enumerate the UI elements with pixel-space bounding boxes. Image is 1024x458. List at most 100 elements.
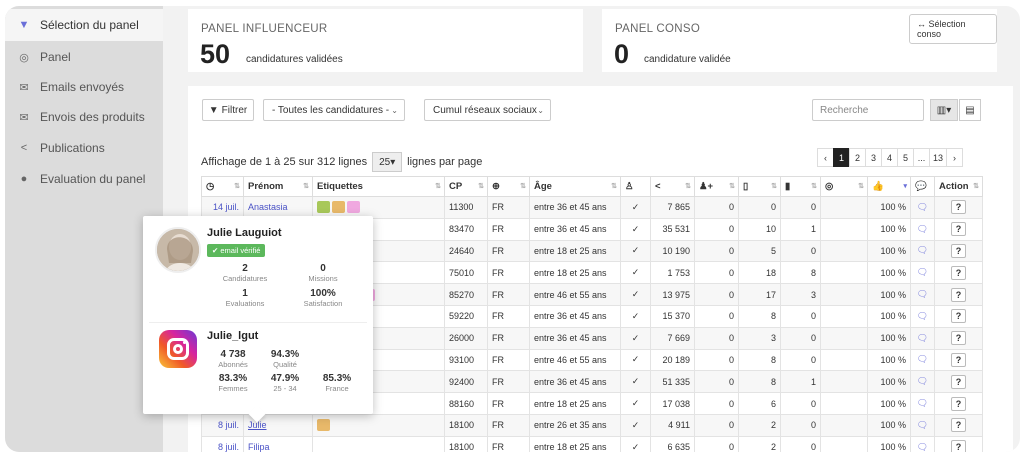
col-user[interactable]: ♙ xyxy=(620,176,651,197)
cell-comments[interactable]: 🗨 xyxy=(910,370,935,394)
cell-comments[interactable]: 🗨 xyxy=(910,261,935,285)
cell-country: FR xyxy=(487,413,530,437)
comments-icon[interactable]: 🗨 xyxy=(916,267,929,278)
page-next[interactable]: › xyxy=(946,148,964,167)
col-reach[interactable]: < ⇅ xyxy=(650,176,695,197)
sidebar-item-envois[interactable]: ✉ Envois des produits xyxy=(5,101,163,133)
col-cp[interactable]: CP ⇅ xyxy=(444,176,488,197)
export-button[interactable]: ▤ xyxy=(959,99,981,121)
prenom-link[interactable]: Julie xyxy=(248,420,267,431)
col-country[interactable]: ⊕ ⇅ xyxy=(487,176,530,197)
col-mask[interactable]: ◎ ⇅ xyxy=(820,176,868,197)
page-1[interactable]: 1 xyxy=(833,148,850,167)
help-button[interactable]: ? xyxy=(951,374,966,389)
page-13[interactable]: 13 xyxy=(929,148,948,167)
columns-button[interactable]: ▥▾ xyxy=(930,99,958,121)
cell-comments[interactable]: 🗨 xyxy=(910,413,935,437)
prenom-link[interactable]: Filipa xyxy=(248,442,270,452)
comments-icon[interactable]: 🗨 xyxy=(916,398,929,409)
cell-saved: 0 xyxy=(780,413,821,437)
cell-saved: 0 xyxy=(780,348,821,372)
col-age[interactable]: Âge ⇅ xyxy=(529,176,621,197)
help-button[interactable]: ? xyxy=(951,331,966,346)
cell-prenom[interactable]: Filipa xyxy=(243,435,313,452)
cell-age: entre 18 et 25 ans xyxy=(529,435,621,452)
help-button[interactable]: ? xyxy=(951,222,966,237)
comments-icon[interactable]: 🗨 xyxy=(916,201,929,212)
sidebar-item-selection[interactable]: ▼ Sélection du panel xyxy=(5,9,163,41)
cell-comments[interactable]: 🗨 xyxy=(910,283,935,306)
cell-comments[interactable]: 🗨 xyxy=(910,435,935,452)
help-button[interactable]: ? xyxy=(951,287,966,302)
comments-icon[interactable]: 🗨 xyxy=(916,289,929,300)
col-comments[interactable]: 💬 xyxy=(910,176,935,197)
cell-comments[interactable]: 🗨 xyxy=(910,304,935,328)
reseaux-select[interactable]: Cumul réseaux sociaux ⌄ xyxy=(424,99,551,121)
tag-chip[interactable] xyxy=(317,201,330,214)
tag-chip[interactable] xyxy=(347,201,360,214)
help-button[interactable]: ? xyxy=(951,440,966,452)
sidebar-item-evaluation[interactable]: ● Evaluation du panel xyxy=(5,163,163,195)
cell-action: ? xyxy=(934,435,983,452)
sidebar-item-emails[interactable]: ✉ Emails envoyés xyxy=(5,71,163,103)
cell-check: ✓ xyxy=(620,196,651,219)
tag-chip[interactable] xyxy=(317,419,330,432)
sidebar-item-publications[interactable]: < Publications xyxy=(5,132,163,164)
col-likes[interactable]: 👍 ▾ xyxy=(867,176,911,197)
cell-check: ✓ xyxy=(620,283,651,306)
tag-chip[interactable] xyxy=(332,201,345,214)
cell-country: FR xyxy=(487,196,530,219)
per-page-select[interactable]: 25 ▾ xyxy=(372,152,403,172)
page-2[interactable]: 2 xyxy=(849,148,866,167)
comments-icon[interactable]: 🗨 xyxy=(916,419,929,430)
comments-icon[interactable]: 🗨 xyxy=(916,354,929,365)
help-button[interactable]: ? xyxy=(951,352,966,367)
sidebar-item-panel[interactable]: ◎ Panel xyxy=(5,41,163,73)
help-button[interactable]: ? xyxy=(951,265,966,280)
cell-comments[interactable]: 🗨 xyxy=(910,348,935,372)
cell-prenom[interactable]: Julie xyxy=(243,413,313,437)
col-date[interactable]: ◷ ⇅ xyxy=(201,176,244,197)
card-subtitle: candidatures validées xyxy=(246,54,343,65)
col-followers[interactable]: ♟+ ⇅ xyxy=(694,176,739,197)
cell-cp: 85270 xyxy=(444,283,488,306)
envelope-icon: ✉ xyxy=(19,81,29,94)
comments-icon[interactable]: 🗨 xyxy=(916,441,929,452)
comments-icon[interactable]: 🗨 xyxy=(916,310,929,321)
comments-icon[interactable]: 🗨 xyxy=(916,223,929,234)
card-title: PANEL INFLUENCEUR xyxy=(201,23,328,35)
candidatures-select[interactable]: - Toutes les candidatures - ⌄ xyxy=(263,99,405,121)
insta-stat-femmes: 83.3% Femmes xyxy=(218,373,248,393)
cell-age: entre 18 et 25 ans xyxy=(529,392,621,415)
comments-icon[interactable]: 🗨 xyxy=(916,332,929,343)
prenom-link[interactable]: Anastasia xyxy=(248,202,288,213)
selection-conso-button[interactable]: ↔ Sélection conso xyxy=(909,14,997,44)
cell-comments[interactable]: 🗨 xyxy=(910,239,935,263)
help-button[interactable]: ? xyxy=(951,418,966,433)
comments-icon[interactable]: 🗨 xyxy=(916,376,929,387)
cell-age: entre 36 et 45 ans xyxy=(529,217,621,241)
help-button[interactable]: ? xyxy=(951,243,966,258)
page-3[interactable]: 3 xyxy=(865,148,882,167)
help-button[interactable]: ? xyxy=(951,200,966,215)
cell-bookmarks: 18 xyxy=(738,261,781,285)
help-button[interactable]: ? xyxy=(951,309,966,324)
thumbs-up-icon: 👍 xyxy=(872,181,884,192)
page-5[interactable]: 5 xyxy=(897,148,914,167)
page-prev[interactable]: ‹ xyxy=(817,148,834,167)
page-4[interactable]: 4 xyxy=(881,148,898,167)
cell-comments[interactable]: 🗨 xyxy=(910,326,935,350)
cell-comments[interactable]: 🗨 xyxy=(910,196,935,219)
col-prenom[interactable]: Prénom ⇅ xyxy=(243,176,313,197)
cell-followers: 0 xyxy=(694,348,739,372)
cell-comments[interactable]: 🗨 xyxy=(910,392,935,415)
col-bookmark[interactable]: ▯ ⇅ xyxy=(738,176,781,197)
filter-button[interactable]: ▼ Filtrer xyxy=(202,99,254,121)
comments-icon[interactable]: 🗨 xyxy=(916,245,929,256)
help-button[interactable]: ? xyxy=(951,396,966,411)
col-etiquettes[interactable]: Etiquettes ⇅ xyxy=(312,176,445,197)
col-bookmark-filled[interactable]: ▮ ⇅ xyxy=(780,176,821,197)
cell-country: FR xyxy=(487,348,530,372)
search-input[interactable]: Recherche xyxy=(812,99,924,121)
cell-comments[interactable]: 🗨 xyxy=(910,217,935,241)
